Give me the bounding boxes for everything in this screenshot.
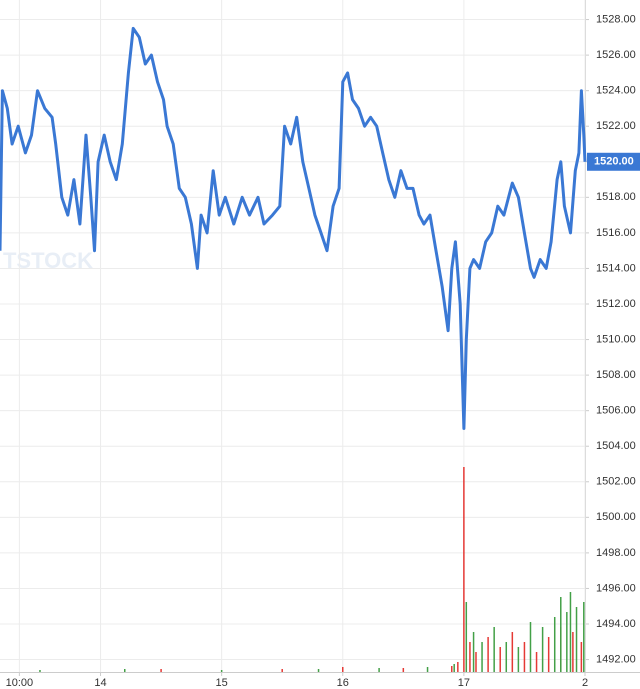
volume-bar (553, 617, 556, 672)
x-tick-label: 10:00 (6, 677, 34, 689)
volume-bar (529, 622, 532, 672)
volume-bar (493, 627, 495, 672)
y-tick-label: 1498.00 (596, 547, 636, 559)
volume-bar (523, 642, 526, 672)
y-tick-label: 1510.00 (596, 333, 636, 345)
volume-bar (575, 607, 578, 672)
y-tick-label: 1528.00 (596, 13, 636, 25)
x-tick-label: 17 (458, 677, 470, 689)
volume-bar (426, 667, 429, 672)
volume-bar (451, 666, 453, 672)
volume-bar (560, 597, 562, 672)
y-tick-label: 1526.00 (596, 49, 636, 61)
volume-bar (566, 612, 568, 672)
y-tick-label: 1492.00 (596, 653, 636, 665)
volume-bar (457, 662, 459, 672)
volume-bar (39, 670, 41, 672)
volume-bar (580, 642, 583, 672)
volume-bar (463, 467, 465, 672)
volume-bar (511, 632, 514, 672)
watermark: TSTOCK (3, 248, 93, 273)
volume-bar (342, 667, 344, 672)
y-tick-label: 1502.00 (596, 476, 636, 488)
x-tick-label: 16 (337, 677, 349, 689)
volume-bar (487, 637, 489, 672)
volume-bar (475, 652, 477, 672)
volume-bar (465, 602, 468, 672)
price-line (0, 26, 587, 430)
last-price-label: 1520.00 (594, 156, 634, 168)
last-price-box (587, 152, 640, 171)
volume-bar (402, 668, 405, 672)
volume-bar (469, 642, 471, 672)
y-tick-label: 1496.00 (596, 582, 636, 594)
volume-bar (124, 669, 126, 672)
volume-bar (220, 670, 223, 672)
volume-bar (481, 642, 483, 672)
y-tick-label: 1504.00 (596, 440, 636, 452)
y-tick-label: 1524.00 (596, 85, 636, 97)
volume-bar (378, 668, 380, 672)
y-tick-label: 1512.00 (596, 298, 636, 310)
x-tick-label: 2 (582, 677, 588, 689)
volume-bar (569, 592, 572, 672)
volume-bar (535, 652, 538, 672)
y-tick-label: 1522.00 (596, 120, 636, 132)
volume-bar (541, 627, 544, 672)
volume-bar (160, 669, 162, 672)
y-tick-label: 1518.00 (596, 191, 636, 203)
volume-bar (317, 669, 320, 672)
y-tick-label: 1514.00 (596, 262, 636, 274)
volume-bar (547, 637, 550, 672)
y-tick-label: 1516.00 (596, 227, 636, 239)
y-tick-label: 1494.00 (596, 618, 636, 630)
volume-bar (472, 632, 475, 672)
volume-bar (281, 669, 283, 672)
x-tick-label: 14 (94, 677, 106, 689)
volume-bar (505, 642, 508, 672)
volume-bar (453, 664, 455, 672)
volume-bar (517, 647, 520, 672)
y-tick-label: 1508.00 (596, 369, 636, 381)
x-tick-label: 15 (216, 677, 228, 689)
volume-bar (583, 602, 585, 672)
y-tick-label: 1500.00 (596, 511, 636, 523)
volume-bar (572, 632, 574, 672)
y-tick-label: 1506.00 (596, 405, 636, 417)
volume-bar (499, 647, 501, 672)
